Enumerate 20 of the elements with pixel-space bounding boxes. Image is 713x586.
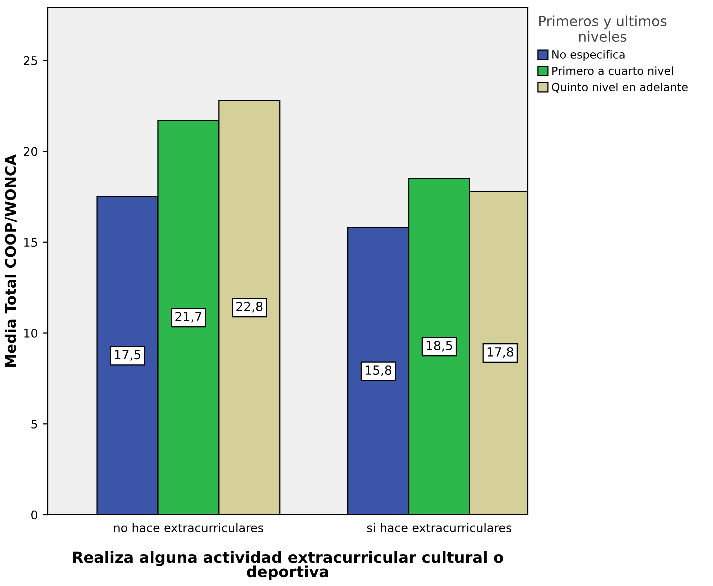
data-label: 22,8 [236, 302, 263, 313]
legend-label: Primero a cuarto nivel [552, 66, 674, 76]
x-axis-title: Realiza alguna actividad extracurricular cultural o deportiva [73, 551, 504, 581]
legend-label: No especifica [552, 50, 625, 62]
y-tick-label: 25 [24, 56, 38, 66]
y-tick-label: 0 [32, 510, 38, 520]
x-tick-label: no hace extracurriculares [114, 523, 264, 532]
legend-label: Quinto nivel en adelante [552, 82, 688, 93]
data-label: 17,5 [115, 350, 141, 361]
data-label: 18,5 [426, 341, 452, 352]
y-tick-label: 15 [24, 238, 38, 248]
data-label: 17,8 [488, 347, 514, 358]
x-tick-label: si hace extracurriculares [367, 523, 512, 532]
y-tick-label: 5 [32, 420, 38, 429]
y-tick-label: 20 [24, 147, 38, 156]
data-label: 21,7 [176, 312, 202, 323]
y-axis-title: Media Total COOP/WONCA [4, 154, 18, 368]
data-label: 15,8 [366, 366, 392, 376]
y-tick-label: 10 [24, 329, 38, 338]
legend-title: Primeros y ultimos niveles [540, 16, 667, 42]
